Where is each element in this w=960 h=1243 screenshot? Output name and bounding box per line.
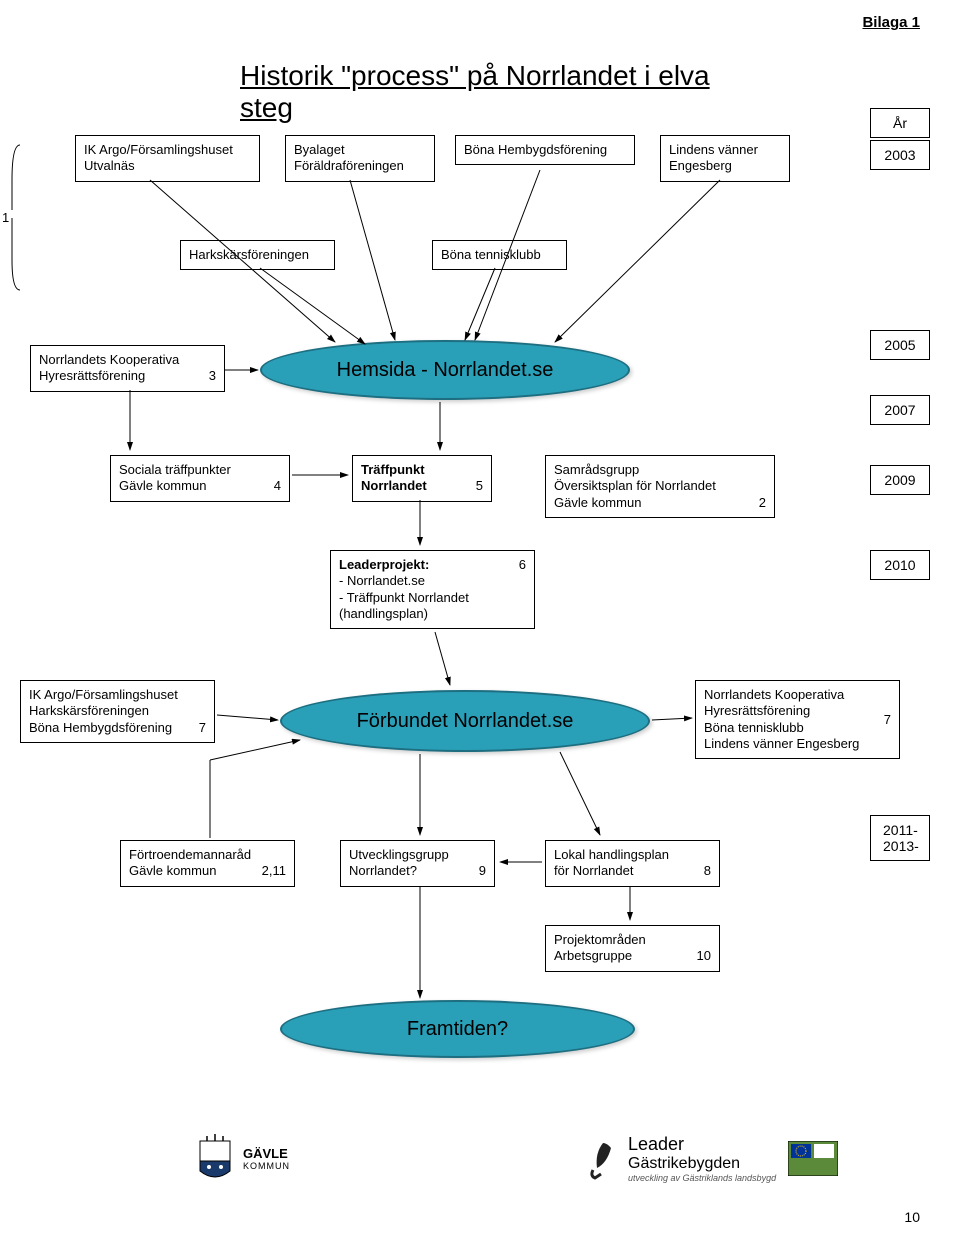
box-samrads-text: Samrådsgrupp Översiktsplan för Norrlande… [554, 462, 716, 510]
shield-icon [195, 1133, 235, 1183]
logo-gavle-sub: KOMMUN [243, 1161, 290, 1171]
box-traffpunkt: Träffpunkt Norrlandet 5 [352, 455, 492, 502]
box-bona-tennis: Böna tennisklubb [432, 240, 567, 270]
box-utveckling: Utvecklingsgrupp Norrlandet? 9 [340, 840, 495, 887]
box-sociala-num: 4 [274, 478, 281, 494]
logo-gavle: GÄVLE KOMMUN [195, 1133, 290, 1183]
box-utveckling-text: Utvecklingsgrupp Norrlandet? [349, 847, 449, 878]
box-ik-argo-left7-text: IK Argo/Församlingshuset Harkskärsföreni… [29, 687, 178, 735]
box-lindens: Lindens vänner Engesberg [660, 135, 790, 182]
box-koop-left: Norrlandets Kooperativa Hyresrättsföreni… [30, 345, 225, 392]
box-koop-right7: Norrlandets Kooperativa Hyresrättsföreni… [695, 680, 900, 759]
box-koop-right7-text: Norrlandets Kooperativa Hyresrättsföreni… [704, 687, 859, 751]
box-lokal-num: 8 [704, 863, 711, 879]
box-projekt-text: Projektområden Arbetsgruppe [554, 932, 646, 963]
year-header: År [870, 108, 930, 138]
box-koop-right7-num: 7 [884, 712, 891, 728]
box-fortroende: Förtroendemannaråd Gävle kommun 2,11 [120, 840, 295, 887]
eu-badge-icon [788, 1141, 838, 1176]
box-sociala-text: Sociala träffpunkter Gävle kommun [119, 462, 231, 493]
leaf-arrow-icon [585, 1138, 620, 1180]
logo-leader-sub2: utveckling av Gästriklands landsbygd [628, 1173, 776, 1183]
box-lokal: Lokal handlingsplan för Norrlandet 8 [545, 840, 720, 887]
box-leader: Leaderprojekt: - Norrlandet.se - Träffpu… [330, 550, 535, 629]
box-harkskar: Harkskärsföreningen [180, 240, 335, 270]
logo-leader-sub1: Gästrikebygden [628, 1155, 776, 1173]
left-bracket-label: 1 [2, 210, 9, 225]
box-byalaget: Byalaget Föräldraföreningen [285, 135, 435, 182]
main-title: Historik "process" på Norrlandet i elva … [240, 60, 720, 124]
year-2007: 2007 [870, 395, 930, 425]
box-traffpunkt-title: Träffpunkt Norrlandet [361, 462, 427, 493]
box-projekt: Projektområden Arbetsgruppe 10 [545, 925, 720, 972]
year-2009: 2009 [870, 465, 930, 495]
ellipse-framtiden: Framtiden? [280, 1000, 635, 1058]
box-lokal-text: Lokal handlingsplan för Norrlandet [554, 847, 669, 878]
year-2003: 2003 [870, 140, 930, 170]
box-utveckling-num: 9 [479, 863, 486, 879]
box-leader-num: 6 [519, 557, 526, 573]
page-number: 10 [904, 1209, 920, 1225]
year-2011-2013: 2011- 2013- [870, 815, 930, 861]
box-ik-argo-left7: IK Argo/Församlingshuset Harkskärsföreni… [20, 680, 215, 743]
logo-leader: Leader Gästrikebygden utveckling av Gäst… [585, 1134, 838, 1183]
box-samrads: Samrådsgrupp Översiktsplan för Norrlande… [545, 455, 775, 518]
box-ik-argo-top: IK Argo/Församlingshuset Utvalnäs [75, 135, 260, 182]
logo-gavle-name: GÄVLE [243, 1146, 290, 1161]
box-bona-hembygd: Böna Hembygdsförening [455, 135, 635, 165]
box-sociala: Sociala träffpunkter Gävle kommun 4 [110, 455, 290, 502]
box-traffpunkt-num: 5 [476, 478, 483, 494]
year-2005: 2005 [870, 330, 930, 360]
ellipse-hemsida: Hemsida - Norrlandet.se [260, 340, 630, 400]
box-fortroende-text: Förtroendemannaråd Gävle kommun [129, 847, 251, 878]
box-fortroende-num: 2,11 [262, 863, 286, 879]
box-leader-text: Leaderprojekt: - Norrlandet.se - Träffpu… [339, 557, 469, 621]
box-koop-left-text: Norrlandets Kooperativa Hyresrättsföreni… [39, 352, 179, 383]
page-header: Bilaga 1 [862, 14, 920, 31]
logo-leader-name: Leader [628, 1134, 776, 1155]
box-samrads-num: 2 [759, 495, 766, 511]
box-koop-left-num: 3 [209, 368, 216, 384]
year-2010: 2010 [870, 550, 930, 580]
ellipse-forbundet: Förbundet Norrlandet.se [280, 690, 650, 752]
box-projekt-num: 10 [697, 948, 711, 964]
box-ik-argo-left7-num: 7 [199, 720, 206, 736]
